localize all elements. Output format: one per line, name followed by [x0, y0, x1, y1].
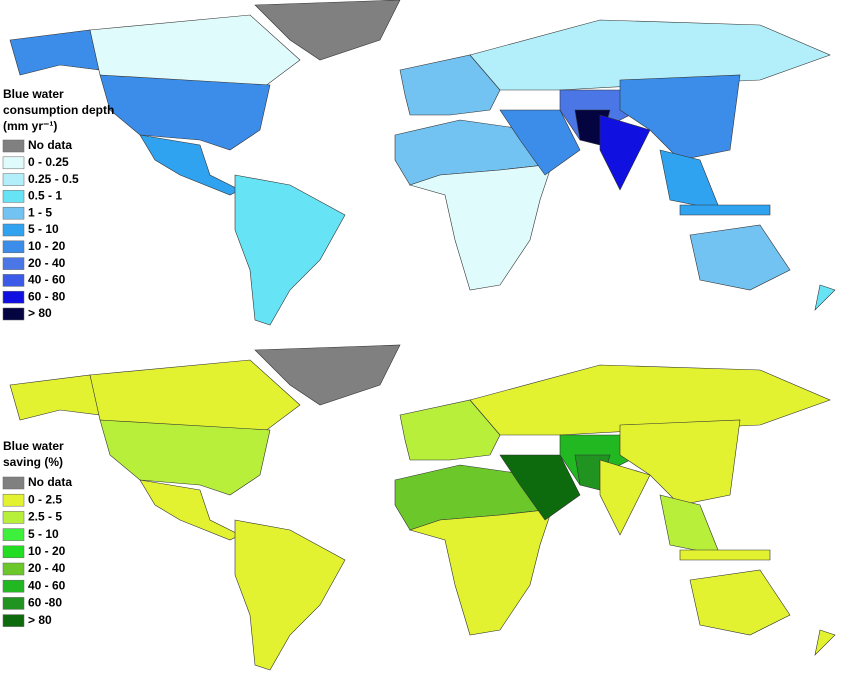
map-panel	[9, 344, 836, 671]
legend-swatch	[2, 476, 25, 490]
legend-swatch	[2, 545, 25, 559]
legend-swatch	[2, 614, 25, 627]
legend-title: (mm yr⁻¹)	[3, 119, 57, 133]
map-panels	[9, 0, 836, 671]
country-region	[234, 519, 346, 671]
legend-swatch	[2, 223, 25, 237]
legend-label: > 80	[28, 613, 52, 627]
country-region	[499, 454, 581, 521]
legend-swatch	[2, 579, 25, 593]
country-region	[679, 204, 771, 216]
country-region	[9, 29, 101, 76]
legend-swatch	[2, 190, 25, 203]
country-region	[469, 19, 831, 91]
country-region	[814, 284, 836, 311]
legend-title: Blue water	[3, 439, 64, 453]
legend-label: 10 - 20	[28, 239, 66, 253]
country-region	[99, 74, 271, 151]
legend-label: No data	[28, 475, 72, 489]
country-region	[469, 364, 831, 436]
country-region	[254, 344, 401, 406]
legend-swatch	[2, 597, 25, 610]
legend-label: 0 - 0.25	[28, 155, 69, 169]
legend-label: 1 - 5	[28, 205, 52, 219]
country-region	[659, 494, 721, 556]
country-region	[659, 149, 721, 211]
country-region	[9, 374, 101, 421]
legend-swatch	[2, 562, 25, 576]
legend-label: 5 - 10	[28, 527, 59, 541]
country-region	[234, 174, 346, 326]
legend-label: 40 - 60	[28, 578, 66, 592]
legend-label: 2.5 - 5	[28, 510, 62, 524]
legend-swatch	[2, 240, 25, 254]
map-panel	[9, 0, 836, 326]
legend-label: > 80	[28, 306, 52, 320]
legend-swatch	[2, 528, 25, 541]
country-region	[408, 509, 551, 636]
legend-swatch	[2, 307, 25, 321]
legend-swatch	[2, 206, 25, 220]
legend-label: 20 - 40	[28, 256, 66, 270]
legend-label: 60 -80	[28, 596, 62, 610]
legend-label: 0.5 - 1	[28, 189, 62, 203]
legend-label: 5 - 10	[28, 222, 59, 236]
country-region	[254, 0, 401, 61]
legend-swatch	[2, 139, 25, 153]
legend-label: 40 - 60	[28, 273, 66, 287]
country-region	[408, 164, 551, 291]
legend-swatch	[2, 511, 25, 524]
legend-swatch	[2, 173, 25, 186]
country-region	[599, 459, 651, 536]
legend-swatch	[2, 290, 25, 304]
country-region	[689, 569, 791, 636]
legend-swatch	[2, 156, 25, 170]
legend-title: consumption depth	[3, 103, 114, 117]
country-region	[599, 114, 651, 191]
legend-label: 20 - 40	[28, 561, 66, 575]
legend-swatch	[2, 257, 25, 270]
country-region	[814, 629, 836, 656]
country-region	[499, 109, 581, 176]
country-region	[689, 224, 791, 291]
legend-label: No data	[28, 138, 72, 152]
land	[9, 344, 836, 671]
country-region	[679, 549, 771, 561]
legend-label: 0 - 2.5	[28, 492, 62, 506]
land	[9, 0, 836, 326]
legend-label: 0.25 - 0.5	[28, 172, 79, 186]
legend-title: Blue water	[3, 87, 64, 101]
legend-label: 60 - 80	[28, 289, 66, 303]
legend-label: 10 - 20	[28, 544, 66, 558]
legend-swatch	[2, 493, 25, 507]
legend-title: saving (%)	[3, 455, 63, 469]
country-region	[99, 419, 271, 496]
legend-swatch	[2, 274, 25, 287]
